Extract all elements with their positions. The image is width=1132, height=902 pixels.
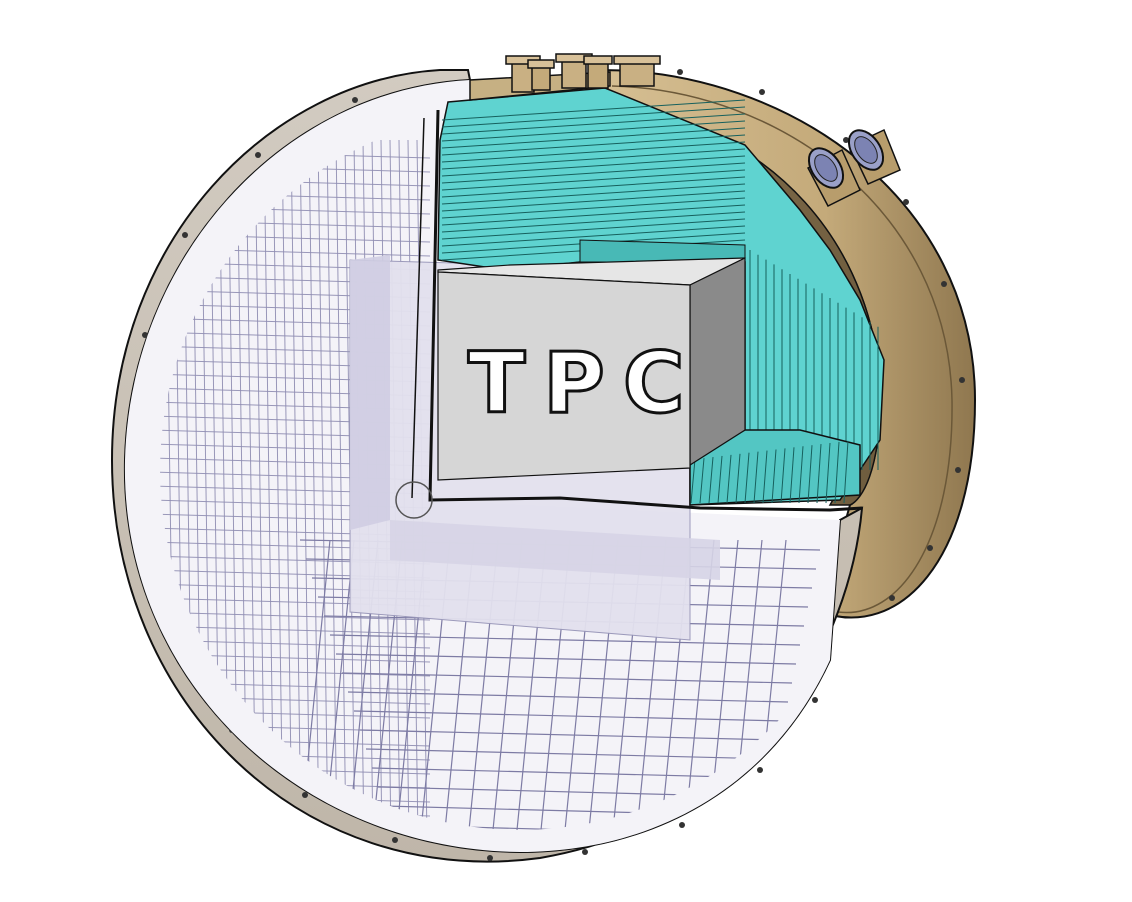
shield-slab-edge [699,458,705,504]
wire-frame-bar [160,625,431,635]
shield-slab-edge [441,127,746,149]
pivot-joint-icon [395,481,433,519]
inner-shell-edge [395,109,863,519]
wire-frame-bar [263,139,275,830]
flange-port-icon [555,53,593,89]
shield-slab-edge [798,446,804,504]
shield-slab-edge [762,450,768,504]
wire-frame-bar [160,611,431,621]
shield-slab-edge [717,455,723,504]
shield-slab-edge [441,225,746,247]
shield-slab-edge [441,148,746,170]
top-flange-ports [469,53,661,101]
tpc-label: TPC [468,334,703,432]
shield-slab-edge [441,155,746,177]
wire-frame-rung [341,672,793,684]
wire-frame-rung [365,748,777,760]
shield-slab-edge [789,447,795,504]
shield-slab-edge [744,452,750,504]
wire-frame-rung [371,767,773,779]
wire-frame-rung [353,710,785,722]
flange-port-icon [583,55,613,89]
bolt-icon [677,69,965,601]
shield-slab-edge [735,453,741,504]
shield-slab-edge [780,448,786,504]
vessel-interior [124,80,840,852]
shield-slab-edge [825,442,831,504]
shield-slab-edge [753,451,759,504]
wire-frame-bar [317,139,329,830]
wire-frame-rung [329,634,801,646]
flange-port-icon [527,59,555,91]
wire-frame-bar [335,139,347,830]
wire-frame-rung [335,653,797,665]
shield-slab-edge [441,183,746,205]
shield-slab-edge [441,204,746,226]
shield-slab-edge [441,176,746,198]
shield-slab-edge [843,440,849,504]
shield-slab-edge [441,134,746,156]
shield-slab-edge [708,456,714,504]
shield-slab-edge [441,162,746,184]
shield-slab-edge [441,113,746,135]
shield-slab-edge [816,444,822,504]
viewport-window-icon [806,128,901,207]
wire-frame-rung [347,691,789,703]
shield-slab-edge [441,190,746,212]
shield-slab-edge [441,120,746,142]
shield-slab-edge [726,454,732,504]
shield-slab-edge [441,211,746,233]
shield-slab-edge [441,218,746,240]
flange-port-icon [505,55,541,93]
wire-frame-rung [359,729,781,741]
shield-slab-edge [441,197,746,219]
shield-slab-edge [441,141,746,163]
shield-slab-edge [441,169,746,191]
shield-slab-edge [690,459,696,504]
flange-port-icon [613,55,661,87]
shield-slab-edge [441,99,746,121]
shield-slab-edge [441,106,746,128]
shield-slab-edge [771,449,777,504]
shield-slab-edge [834,441,840,504]
tpc-chamber: TPC [437,257,746,481]
shield-slab-edge [807,445,813,504]
wire-frame-bar [308,139,320,830]
